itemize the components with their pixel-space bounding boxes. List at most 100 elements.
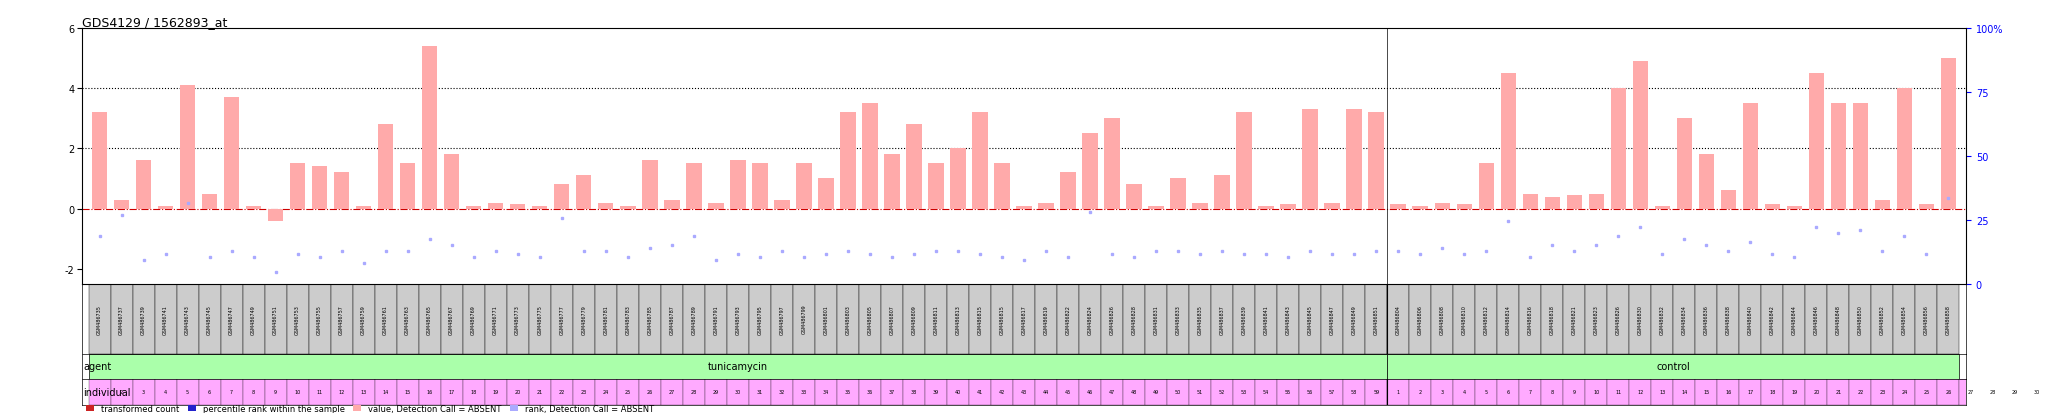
Text: 33: 33 [801,389,807,394]
Bar [1409,284,1432,354]
Bar [1497,284,1520,354]
Text: GSM486803: GSM486803 [846,304,850,334]
Bar [242,284,264,354]
Text: 10: 10 [295,389,301,394]
Text: 55: 55 [1284,389,1290,394]
Bar [598,203,614,209]
Bar [1280,204,1296,209]
Bar [422,47,438,209]
Bar [1942,59,1956,209]
Text: 23: 23 [582,389,588,394]
Bar [176,284,199,354]
Text: 18: 18 [1769,389,1776,394]
Bar [1784,379,1806,405]
Bar [1651,379,1673,405]
Bar [1167,284,1190,354]
Bar [705,284,727,354]
Text: GSM486847: GSM486847 [1329,304,1335,334]
Bar [1237,113,1251,209]
Bar [1608,284,1630,354]
Text: 22: 22 [559,389,565,394]
Bar [1982,379,2003,405]
Bar [750,379,770,405]
Bar [1325,203,1339,209]
Text: 17: 17 [1747,389,1753,394]
Bar [573,284,594,354]
Text: GSM486757: GSM486757 [340,304,344,334]
Bar [862,104,879,209]
Bar [268,209,283,221]
Bar [221,379,242,405]
Bar [1786,206,1802,209]
Bar [1567,195,1581,209]
Text: GSM486851: GSM486851 [1374,304,1378,334]
Text: 8: 8 [1550,389,1554,394]
Text: GSM486840: GSM486840 [1747,304,1753,334]
Bar [1233,379,1255,405]
Bar [246,206,262,209]
Bar [1057,379,1079,405]
Bar [528,284,551,354]
Bar [905,125,922,209]
Text: GSM486814: GSM486814 [1505,304,1511,334]
Bar [334,173,350,209]
Text: 29: 29 [2011,389,2017,394]
Text: GSM486841: GSM486841 [1264,304,1268,334]
Bar [1454,379,1475,405]
Bar [1321,284,1343,354]
Bar [1542,379,1563,405]
Text: 12: 12 [338,389,344,394]
Text: GSM486753: GSM486753 [295,304,301,334]
Text: GSM486837: GSM486837 [1221,304,1225,334]
Bar [555,185,569,209]
Text: 5: 5 [186,389,188,394]
Bar [662,379,682,405]
Text: 28: 28 [690,389,696,394]
Bar [223,98,240,209]
Bar [1696,379,1718,405]
Text: 26: 26 [647,389,653,394]
Bar [158,206,174,209]
Bar [180,86,195,209]
Bar [309,379,330,405]
Bar [1806,379,1827,405]
Text: 29: 29 [713,389,719,394]
Bar [1298,284,1321,354]
Bar [926,284,946,354]
Bar [1104,119,1120,209]
Text: GSM486832: GSM486832 [1659,304,1665,334]
Bar [1122,284,1145,354]
Bar [375,379,397,405]
Bar [1303,110,1317,209]
Text: 20: 20 [1812,389,1819,394]
Text: GSM486787: GSM486787 [670,304,674,334]
Text: GSM486816: GSM486816 [1528,304,1532,334]
Bar [1038,203,1055,209]
Bar [1167,379,1190,405]
Bar [1720,191,1737,209]
Bar [1102,379,1122,405]
Text: GSM486826: GSM486826 [1616,304,1620,334]
Bar [1827,379,1849,405]
Bar [793,379,815,405]
Text: 31: 31 [758,389,764,394]
Text: GSM486737: GSM486737 [119,304,125,334]
Text: 25: 25 [1923,389,1929,394]
Bar [375,284,397,354]
Bar [379,125,393,209]
Text: GSM486852: GSM486852 [1880,304,1884,334]
Text: GSM486801: GSM486801 [823,304,827,334]
Text: GSM486831: GSM486831 [1153,304,1159,334]
Text: individual: individual [84,387,131,397]
Bar [1739,284,1761,354]
Bar [1520,284,1542,354]
Bar [926,379,946,405]
Bar [111,284,133,354]
Text: GSM486759: GSM486759 [360,304,367,334]
Bar [1585,379,1608,405]
Bar [594,379,616,405]
Text: 16: 16 [1724,389,1731,394]
Text: GSM486813: GSM486813 [956,304,961,334]
Bar [264,284,287,354]
Bar [1434,203,1450,209]
